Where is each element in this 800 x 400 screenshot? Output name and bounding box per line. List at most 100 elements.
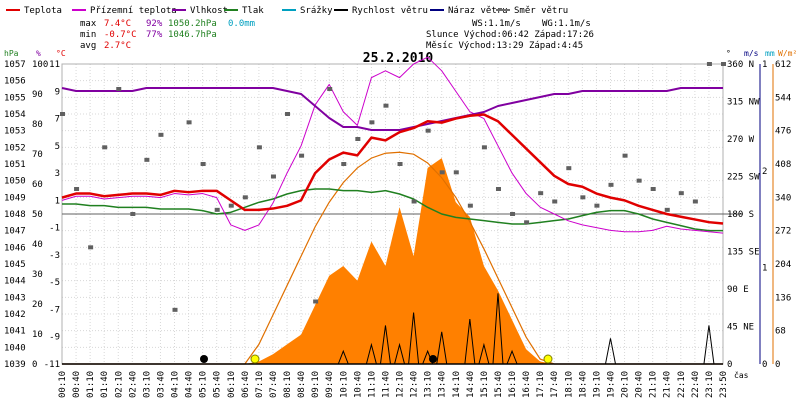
wind-tick: 2: [762, 167, 767, 177]
x-tick-label: 06:10: [227, 371, 237, 398]
x-tick-label: 00:10: [58, 371, 68, 398]
x-tick-label: 17:10: [536, 371, 546, 398]
wind-direction-point: [453, 170, 459, 175]
temperature-tick: 3: [55, 169, 60, 179]
wind-direction-point: [88, 245, 94, 250]
wind-direction-point: [467, 203, 473, 208]
stat-moon: Měsíc Východ:13:29 Západ:4:45: [426, 41, 583, 51]
wind-direction-point: [481, 145, 487, 150]
wind-direction-point: [299, 153, 305, 158]
stat-ws: WS:1.1m/s: [472, 19, 521, 29]
wind-direction-point: [116, 87, 122, 91]
radiation-tick: 476: [775, 127, 791, 137]
wind-direction-point: [355, 137, 361, 141]
radiation-tick: 0: [775, 360, 780, 370]
direction-tick: 0: [727, 360, 732, 370]
direction-tick: 180 S: [727, 210, 754, 220]
stat-min-temp: -0.7°C: [104, 30, 137, 40]
x-tick-label: 21:40: [663, 371, 673, 398]
wind-speed-spike: [365, 342, 377, 365]
stat-max-press: 1050.2hPa: [168, 19, 217, 29]
wind-direction-point: [594, 203, 600, 208]
x-tick-label: 15:40: [494, 371, 504, 398]
x-tick-label: 10:10: [339, 371, 349, 398]
x-tick-label: 10:40: [353, 371, 363, 398]
pressure-tick: 1040: [4, 343, 26, 353]
unit-mm: mm: [765, 49, 775, 58]
stat-min-press: 1046.7hPa: [168, 30, 217, 40]
x-tick-label: 05:40: [213, 371, 223, 398]
sunset-marker: [543, 354, 553, 364]
x-axis-labels: 00:10 00:40 01:10 01:40 02:10 02:40 03:10 03:40…: [58, 371, 729, 398]
x-tick-label: 15:10: [480, 371, 490, 398]
x-tick-label: 02:10: [114, 371, 124, 398]
wind-direction-point: [552, 199, 558, 204]
humidity-tick: 80: [32, 120, 43, 130]
wind-direction-point: [678, 191, 684, 196]
legend-label-tlak: Tlak: [242, 6, 264, 16]
legend-label-pocitova: Přízemní teplota: [90, 6, 177, 16]
x-tick-label: 16:40: [522, 371, 532, 398]
axes: 1057105610551054105310521051105010491048…: [4, 60, 791, 370]
wind-layer: [62, 293, 723, 365]
wind-direction-point: [270, 174, 276, 179]
humidity-tick: 40: [32, 240, 43, 250]
humidity-line: [61, 87, 723, 131]
radiation-tick: 204: [775, 260, 791, 270]
wind-direction-point: [285, 112, 291, 116]
x-tick-label: 03:40: [156, 371, 166, 398]
direction-tick: 270 W: [727, 135, 755, 145]
wind-direction-point: [214, 207, 220, 212]
x-tick-label: 11:40: [381, 371, 391, 398]
temperature-line: [61, 113, 724, 225]
direction-tick: 45 NE: [727, 323, 754, 333]
wind-direction-point: [313, 299, 319, 304]
axis-units: hPa % °C ° m/s mm W/m² čas: [4, 49, 797, 380]
wind-direction-point: [411, 199, 417, 204]
wind-direction-point: [622, 153, 628, 158]
x-tick-label: 09:10: [311, 371, 321, 398]
radiation-tick: 272: [775, 227, 791, 237]
stat-max-temp: 7.4°C: [104, 19, 131, 29]
wind-speed-spike: [408, 312, 420, 365]
ground-temperature-line: [61, 56, 724, 234]
radiation-tick: 544: [775, 93, 791, 103]
x-tick-label: 04:10: [171, 371, 181, 398]
pressure-tick: 1057: [4, 60, 26, 70]
x-tick-label: 23:10: [705, 371, 715, 398]
x-tick-label: 22:40: [691, 371, 701, 398]
temperature-tick: -5: [49, 278, 60, 288]
solar-radiation-area: [62, 158, 723, 364]
wind-direction-point: [102, 145, 108, 150]
wind-direction-point: [200, 162, 206, 166]
radiation-tick: 612: [775, 60, 791, 70]
stats-block: max 7.4°C 92% 1050.2hPa 0.0mm min -0.7°C…: [80, 19, 594, 51]
pressure-tick: 1044: [4, 277, 26, 287]
wind-direction-point: [256, 145, 262, 150]
wind-direction-point: [242, 195, 248, 200]
x-tick-label: 11:10: [367, 371, 377, 398]
x-tick-label: 09:40: [325, 371, 335, 398]
wind-tick: 1: [762, 60, 767, 70]
wind-speed-spike: [436, 331, 448, 365]
stat-wg: WG:1.1m/s: [542, 19, 591, 29]
unit-ms: m/s: [744, 49, 759, 58]
x-tick-label: 12:40: [410, 371, 420, 398]
legend-label-vlhkost: Vlhkost: [190, 6, 228, 16]
wind-direction-point: [706, 62, 712, 66]
temperature-tick: 1: [55, 196, 60, 206]
x-tick-label: 13:40: [438, 371, 448, 398]
temperature-tick: -1: [49, 224, 60, 234]
temperature-tick: -9: [49, 333, 60, 343]
wind-direction-point: [524, 220, 530, 225]
legend-label-srazky: Srážky: [300, 6, 333, 16]
wind-direction-point: [721, 62, 726, 66]
direction-tick: 225 SW: [727, 173, 760, 183]
sun-moon-markers: [200, 354, 553, 364]
humidity-tick: 20: [32, 300, 43, 310]
pressure-tick: 1041: [4, 327, 26, 337]
stat-min-label: min: [80, 30, 96, 40]
wind-direction-point: [383, 103, 389, 108]
legend-label-rychlost: Rychlost větru: [352, 6, 428, 16]
